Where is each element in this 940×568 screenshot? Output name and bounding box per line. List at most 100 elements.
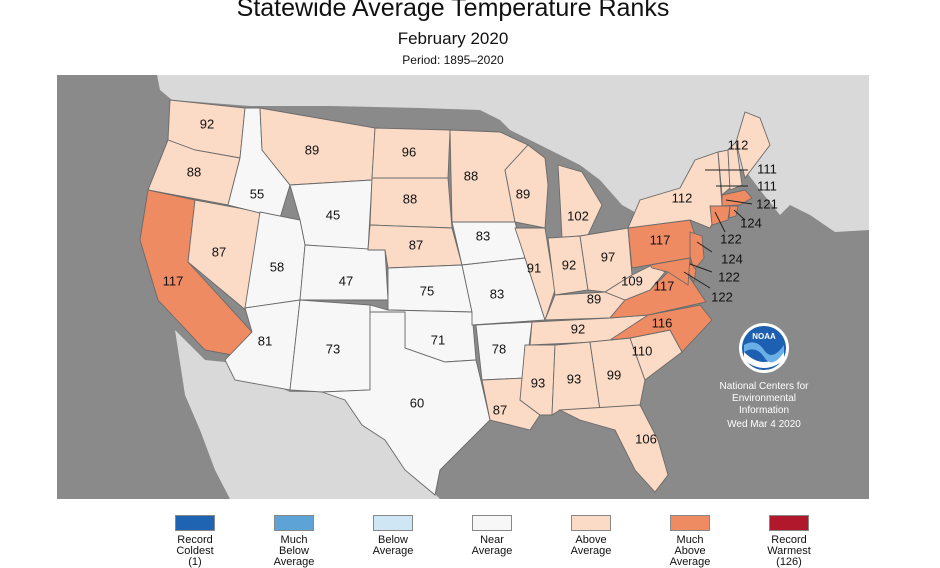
legend-item: Record Warmest (126) bbox=[744, 515, 834, 568]
legend-label: Near bbox=[480, 534, 504, 546]
credit-date: Wed Mar 4 2020 bbox=[727, 419, 801, 430]
legend-item: Record Coldest (1) bbox=[150, 515, 240, 568]
map-title: Statewide Average Temperature Ranks bbox=[236, 0, 670, 22]
rank-sc: 110 bbox=[632, 343, 653, 358]
legend-label: Warmest bbox=[767, 545, 811, 557]
rank-nc: 116 bbox=[652, 315, 673, 330]
rank-ma: 121 bbox=[756, 196, 778, 211]
state-md[interactable] bbox=[649, 257, 691, 286]
rank-ms: 93 bbox=[531, 375, 545, 390]
rank-la: 87 bbox=[493, 402, 507, 417]
rank-az: 81 bbox=[258, 333, 272, 348]
rank-or: 88 bbox=[187, 164, 201, 179]
rank-mt: 89 bbox=[305, 142, 319, 157]
credit-line-1: National Centers for bbox=[720, 381, 810, 392]
state-nj[interactable] bbox=[689, 231, 705, 271]
rank-ar: 78 bbox=[492, 341, 506, 356]
northeast-leader-lines bbox=[683, 169, 753, 289]
rank-de: 122 bbox=[718, 269, 740, 284]
rank-oh: 97 bbox=[601, 249, 615, 264]
rank-in: 92 bbox=[562, 257, 576, 272]
rank-ga: 99 bbox=[607, 367, 621, 382]
legend-swatch bbox=[670, 515, 710, 531]
rank-tn: 92 bbox=[571, 321, 585, 336]
legend-item: Much Below Average bbox=[249, 515, 339, 568]
rank-wy: 45 bbox=[326, 207, 340, 222]
state-me[interactable] bbox=[735, 111, 771, 180]
rank-sd: 88 bbox=[403, 191, 417, 206]
legend-label: Much bbox=[676, 534, 704, 546]
rank-il: 91 bbox=[527, 260, 541, 275]
noaa-logo-text: NOAA bbox=[752, 332, 776, 341]
rank-nj: 124 bbox=[721, 251, 743, 266]
rank-mn: 88 bbox=[464, 168, 478, 183]
legend-item: Above Average bbox=[546, 515, 636, 557]
legend-item: Below Average bbox=[348, 515, 438, 557]
rank-nh: 111 bbox=[757, 178, 777, 193]
rank-ky: 89 bbox=[587, 291, 601, 306]
rank-tx: 60 bbox=[410, 395, 424, 410]
rank-nd: 96 bbox=[402, 144, 416, 159]
legend-swatch bbox=[274, 515, 314, 531]
rank-ok: 71 bbox=[431, 332, 445, 347]
rank-ca: 117 bbox=[163, 273, 184, 288]
canada-landmass bbox=[157, 75, 869, 232]
map-subtitle: February 2020 bbox=[397, 29, 509, 48]
state-ri[interactable] bbox=[728, 205, 739, 219]
state-wi[interactable] bbox=[504, 144, 549, 229]
legend-label: Average bbox=[372, 545, 414, 557]
legend-label: Average bbox=[570, 545, 612, 557]
state-fl[interactable] bbox=[558, 404, 669, 493]
rank-mo: 83 bbox=[490, 286, 504, 301]
rank-nm: 73 bbox=[326, 341, 340, 356]
legend-swatch bbox=[769, 515, 809, 531]
rank-vt: 111 bbox=[757, 161, 777, 176]
legend-label: Record bbox=[771, 534, 807, 546]
rank-co: 47 bbox=[339, 273, 353, 288]
rank-id: 55 bbox=[250, 186, 264, 201]
legend-label: Above bbox=[575, 534, 607, 546]
rank-ri: 124 bbox=[740, 215, 762, 230]
legend-label: Below bbox=[378, 534, 408, 546]
rank-al: 93 bbox=[567, 371, 581, 386]
state-il[interactable] bbox=[514, 227, 556, 322]
rank-pa: 117 bbox=[650, 232, 671, 247]
legend-label: Below bbox=[279, 545, 309, 557]
legend-swatch bbox=[175, 515, 215, 531]
rank-labels: 92 88 117 87 55 89 45 58 81 47 73 96 88 … bbox=[163, 116, 778, 446]
legend-label: Above bbox=[674, 545, 706, 557]
legend-item: Near Average bbox=[447, 515, 537, 557]
state-mo[interactable] bbox=[461, 257, 546, 326]
state-wv[interactable] bbox=[604, 264, 666, 301]
rank-mi: 102 bbox=[567, 208, 589, 223]
legend-label: (126) bbox=[776, 556, 802, 568]
rank-md: 122 bbox=[711, 289, 733, 304]
state-shapes bbox=[139, 99, 771, 496]
legend-label: Average bbox=[471, 545, 513, 557]
rank-wa: 92 bbox=[200, 116, 214, 131]
state-nh[interactable] bbox=[727, 141, 743, 191]
rank-ks: 75 bbox=[420, 283, 434, 298]
legend-label: (1) bbox=[188, 556, 202, 568]
rank-fl: 106 bbox=[635, 431, 657, 446]
legend-label: Average bbox=[669, 556, 711, 568]
state-ms[interactable] bbox=[519, 344, 556, 416]
legend-swatch bbox=[373, 515, 413, 531]
rank-nv: 87 bbox=[212, 244, 226, 259]
rank-ny: 112 bbox=[672, 190, 693, 205]
credit-line-2: Environmental bbox=[732, 393, 796, 404]
legend-item: Much Above Average bbox=[645, 515, 735, 568]
legend-label: Much bbox=[280, 534, 308, 546]
us-temperature-rank-map: 92 88 117 87 55 89 45 58 81 47 73 96 88 … bbox=[57, 75, 869, 499]
state-ma[interactable] bbox=[721, 189, 753, 207]
rank-wi: 89 bbox=[516, 186, 530, 201]
legend-label: Record bbox=[177, 534, 213, 546]
state-ct[interactable] bbox=[709, 205, 731, 226]
legend-swatch bbox=[472, 515, 512, 531]
rank-va: 117 bbox=[654, 278, 675, 293]
noaa-credit: NOAA National Centers for Environmental … bbox=[720, 323, 810, 430]
legend-label: Coldest bbox=[176, 545, 214, 557]
legend-swatch bbox=[571, 515, 611, 531]
credit-line-3: Information bbox=[739, 405, 789, 416]
rank-ia: 83 bbox=[476, 228, 490, 243]
